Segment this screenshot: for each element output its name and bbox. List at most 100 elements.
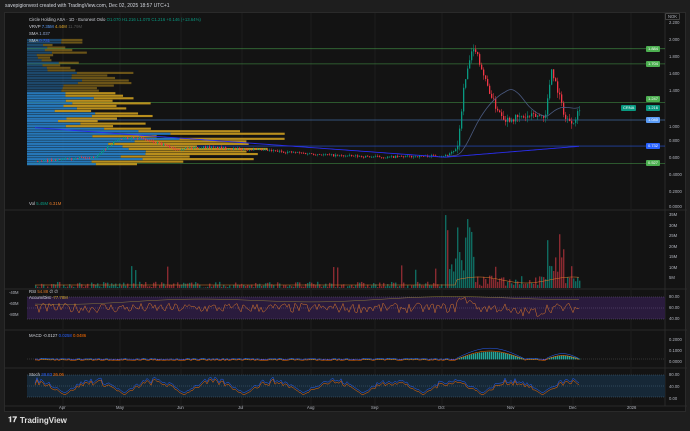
volume-bar bbox=[473, 256, 475, 288]
volume-bar bbox=[293, 286, 295, 288]
macd-histogram-bar bbox=[193, 358, 195, 360]
time-label: Sep bbox=[371, 405, 379, 410]
volume-tick: 20M bbox=[669, 243, 678, 249]
accum-dist-legend[interactable]: Accum/Dist -77.78M bbox=[29, 295, 68, 300]
candle bbox=[201, 147, 203, 149]
volume-bar bbox=[461, 260, 463, 288]
volume-bar bbox=[513, 284, 515, 288]
volume-bar bbox=[253, 287, 255, 288]
volume-bar bbox=[545, 279, 547, 288]
macd-histogram-bar bbox=[509, 354, 511, 360]
volume-bar bbox=[477, 276, 479, 288]
candle bbox=[569, 118, 571, 122]
macd-histogram-bar bbox=[151, 358, 153, 360]
candle bbox=[467, 68, 469, 80]
volume-profile-up bbox=[27, 71, 77, 74]
macd-histogram-bar bbox=[569, 355, 571, 360]
sma1-value: 1.037 bbox=[39, 31, 51, 36]
candle bbox=[429, 156, 431, 158]
candle bbox=[91, 157, 93, 159]
macd-histogram-bar bbox=[573, 356, 575, 360]
volume-bar bbox=[237, 284, 239, 288]
volume-bar bbox=[499, 278, 501, 288]
symbol-name[interactable]: Circle Holding ASA · 1D · Euronext Oslo bbox=[29, 17, 106, 22]
macd-legend[interactable]: MACD -0.0127 0.0258 0.0486 bbox=[29, 333, 86, 338]
volume-profile-down bbox=[58, 120, 98, 123]
macd-histogram-bar bbox=[475, 353, 477, 360]
candle bbox=[181, 149, 183, 151]
currency-button[interactable]: NOK bbox=[665, 13, 681, 20]
volume-profile-down bbox=[138, 130, 241, 133]
macd-histogram-bar bbox=[425, 358, 427, 360]
candle bbox=[331, 154, 333, 155]
volume-bar bbox=[63, 284, 65, 288]
macd-histogram-bar bbox=[47, 358, 49, 360]
volume-bar bbox=[555, 257, 557, 288]
candle bbox=[519, 116, 521, 118]
legend-vrvp[interactable]: VRVP 7.35M 4.44M 11.79M bbox=[29, 24, 82, 29]
volume-bar bbox=[135, 270, 137, 288]
vrvp-up: 7.35M bbox=[41, 24, 54, 29]
volume-label: Vol bbox=[29, 201, 35, 206]
candle bbox=[355, 155, 357, 157]
tradingview-logo[interactable]: 𝟏𝟕 TradingView bbox=[8, 415, 67, 425]
candle bbox=[133, 137, 135, 139]
volume-bar bbox=[143, 285, 145, 288]
volume-bar bbox=[425, 283, 427, 288]
volume-bar bbox=[457, 227, 459, 288]
legend-sma2[interactable]: SMA 0.731 bbox=[29, 38, 50, 43]
volume-bar bbox=[451, 264, 453, 288]
volume-profile-up bbox=[27, 117, 67, 120]
volume-bar bbox=[207, 286, 209, 288]
volume-bar bbox=[117, 286, 119, 288]
volume-legend[interactable]: Vol 5.45M 6.31M bbox=[29, 201, 61, 206]
volume-profile-down bbox=[77, 81, 132, 85]
candle bbox=[161, 143, 163, 146]
macd-histogram-bar bbox=[379, 358, 381, 360]
price-tag: 1.884 bbox=[646, 45, 661, 52]
volume-profile-down bbox=[80, 122, 146, 125]
candle bbox=[263, 149, 265, 151]
volume-bar bbox=[559, 234, 561, 288]
volume-bar bbox=[485, 279, 487, 288]
price-tick: 0.4000 bbox=[669, 172, 682, 178]
macd-histogram-bar bbox=[495, 351, 497, 360]
volume-bar bbox=[429, 285, 431, 288]
volume-bar bbox=[55, 284, 57, 288]
macd-histogram-bar bbox=[149, 359, 151, 360]
price-tag: 1.216 bbox=[646, 105, 661, 112]
volume-bar bbox=[95, 284, 97, 288]
legend-sma1[interactable]: SMA 1.037 bbox=[29, 31, 50, 36]
chart-area[interactable]: Circle Holding ASA · 1D · Euronext Oslo … bbox=[4, 12, 687, 413]
volume-bar bbox=[133, 283, 135, 288]
time-label: Aug bbox=[307, 405, 315, 410]
candle bbox=[481, 64, 483, 70]
volume-profile-up bbox=[27, 61, 59, 64]
volume-bar bbox=[441, 284, 443, 288]
candle bbox=[295, 151, 297, 153]
volume-profile-up bbox=[27, 56, 38, 59]
macd-histogram-bar bbox=[367, 358, 369, 360]
volume-profile-down bbox=[145, 152, 258, 156]
stoch-legend[interactable]: Stoch 28.83 26.06 bbox=[29, 372, 64, 377]
volume-bar bbox=[377, 287, 379, 288]
candle bbox=[485, 75, 487, 79]
macd-histogram-bar bbox=[363, 358, 365, 360]
volume-bar bbox=[539, 276, 541, 288]
candle bbox=[129, 138, 131, 140]
rsi-legend[interactable]: RSI 54.88 ∅ ∅ bbox=[29, 289, 58, 295]
chart-canvas[interactable] bbox=[5, 13, 687, 413]
macd-histogram-bar bbox=[365, 358, 367, 360]
candle bbox=[543, 115, 545, 118]
macd-histogram-bar bbox=[535, 358, 537, 360]
volume-bar bbox=[123, 282, 125, 288]
volume-bar bbox=[503, 277, 505, 288]
candle bbox=[43, 160, 45, 162]
candle bbox=[79, 157, 81, 159]
volume-bar bbox=[187, 283, 189, 288]
candle bbox=[459, 128, 461, 146]
volume-bar bbox=[141, 284, 143, 288]
candle bbox=[345, 155, 347, 157]
price-tag: 1.247 bbox=[646, 96, 661, 103]
candle bbox=[57, 159, 59, 161]
